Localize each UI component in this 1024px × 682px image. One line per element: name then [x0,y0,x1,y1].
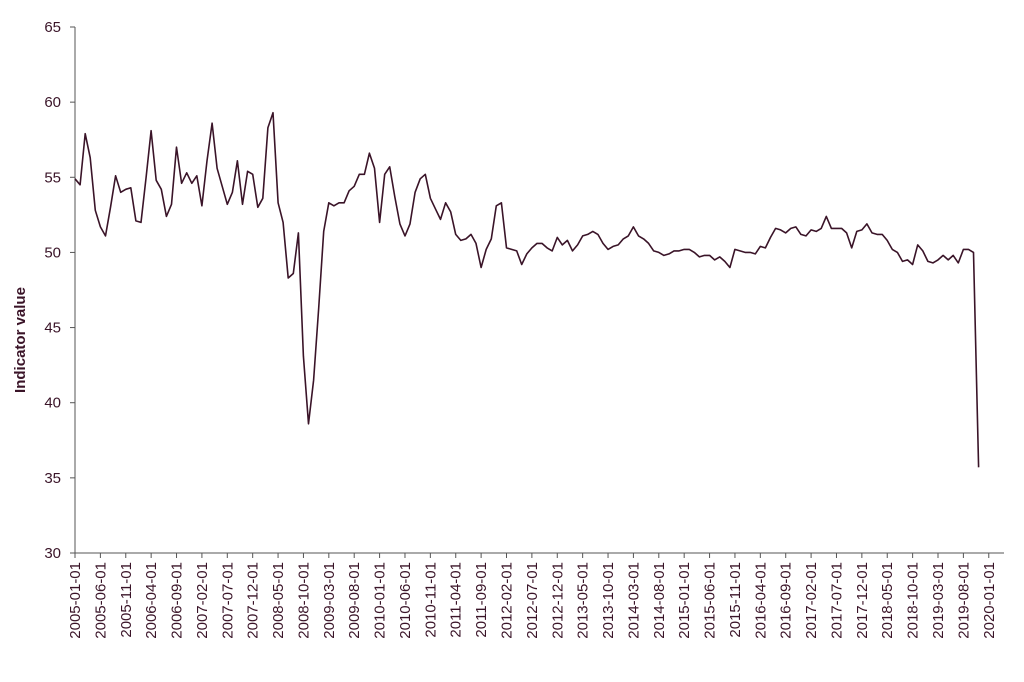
x-tick-label: 2011-09-01 [473,562,490,638]
x-tick-label: 2020-01-01 [981,562,998,639]
y-tick-label: 65 [44,19,61,36]
x-tick-label: 2005-11-01 [118,562,135,638]
x-tick-label: 2010-01-01 [372,562,389,639]
y-tick-label: 35 [44,470,61,487]
x-tick-label: 2019-03-01 [930,562,947,639]
x-axis-ticks: 2005-01-01 2005-06-01 2005-11-01 2006-04-01… [67,553,998,639]
x-tick-label: 2014-03-01 [625,562,642,639]
x-tick-label: 2007-02-01 [194,562,211,639]
x-tick-label: 2005-01-01 [67,562,84,639]
x-tick-label: 2015-06-01 [702,562,719,639]
x-tick-label: 2015-01-01 [676,562,693,639]
x-tick-label: 2013-05-01 [575,562,592,639]
y-axis-ticks: 30 35 40 45 50 55 60 65 [44,19,75,562]
y-tick-label: 55 [44,169,61,186]
x-tick-label: 2018-10-01 [905,562,922,639]
x-tick-label: 2012-12-01 [549,562,566,639]
y-tick-label: 60 [44,94,61,111]
x-tick-label: 2016-04-01 [752,562,769,639]
x-tick-label: 2009-03-01 [321,562,338,639]
x-tick-label: 2016-09-01 [778,562,795,639]
x-tick-label: 2017-02-01 [803,562,820,639]
x-tick-label: 2014-08-01 [651,562,668,639]
y-tick-label: 45 [44,320,61,337]
y-tick-label: 40 [44,395,61,412]
y-axis-label: Indicator value [12,287,29,393]
x-tick-label: 2013-10-01 [600,562,617,639]
x-tick-label: 2010-06-01 [397,562,414,639]
x-tick-label: 2012-02-01 [499,562,516,639]
x-tick-label: 2009-08-01 [346,562,363,639]
x-tick-label: 2018-05-01 [879,562,896,639]
series-line [74,111,980,468]
x-tick-label: 2015-11-01 [727,562,744,638]
x-tick-label: 2006-09-01 [169,562,186,639]
x-tick-label: 2012-07-01 [524,562,541,639]
x-tick-label: 2017-07-01 [828,562,845,639]
x-tick-label: 2006-04-01 [143,562,160,639]
x-tick-label: 2010-11-01 [422,562,439,638]
x-tick-label: 2007-07-01 [219,562,236,639]
x-tick-label: 2017-12-01 [854,562,871,639]
x-tick-label: 2008-10-01 [295,562,312,639]
x-tick-label: 2005-06-01 [92,562,109,639]
x-tick-label: 2019-08-01 [955,562,972,639]
x-tick-label: 2011-04-01 [448,562,465,638]
y-tick-label: 50 [44,244,61,261]
x-tick-label: 2008-05-01 [270,562,287,639]
y-tick-label: 30 [44,545,61,562]
x-tick-label: 2007-12-01 [245,562,262,639]
